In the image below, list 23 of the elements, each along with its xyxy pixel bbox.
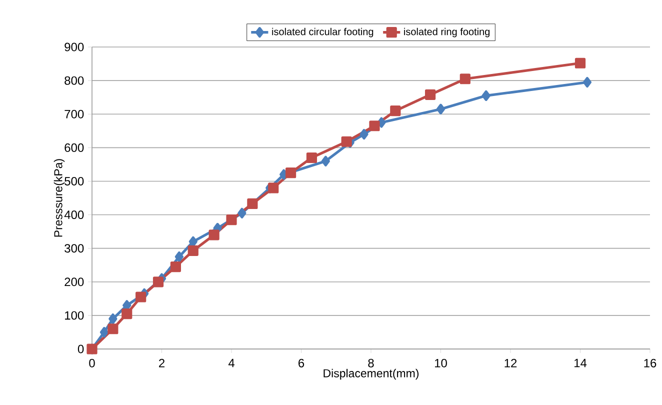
y-tick-label: 800 [64, 76, 84, 85]
x-tick-label: 0 [89, 358, 95, 368]
x-tick-label: 4 [228, 358, 234, 368]
x-tick-label: 14 [574, 358, 587, 368]
x-tick-label: 10 [434, 358, 447, 368]
x-axis-title: Displacement(mm) [324, 368, 419, 380]
x-tick-label: 12 [504, 358, 517, 368]
x-tick-label: 8 [368, 358, 374, 368]
x-tick-label: 16 [644, 358, 656, 368]
y-tick-label: 200 [64, 278, 84, 286]
y-axis-title: Presssure(kPa) [54, 159, 65, 237]
legend-label: isolated circular footing [272, 28, 374, 38]
y-tick-label: 900 [64, 42, 84, 52]
y-tick-label: 500 [64, 176, 84, 186]
y-tick-label: 300 [64, 244, 84, 253]
y-tick-label: 0 [78, 344, 84, 354]
legend-label: isolated ring footing [404, 28, 490, 38]
x-tick-label: 6 [298, 358, 304, 368]
x-tick-label: 2 [159, 358, 164, 368]
y-tick-label: 100 [65, 311, 84, 320]
y-tick-label: 400 [64, 210, 84, 220]
y-tick-label: 600 [64, 143, 84, 152]
y-tick-label: 700 [64, 110, 84, 118]
